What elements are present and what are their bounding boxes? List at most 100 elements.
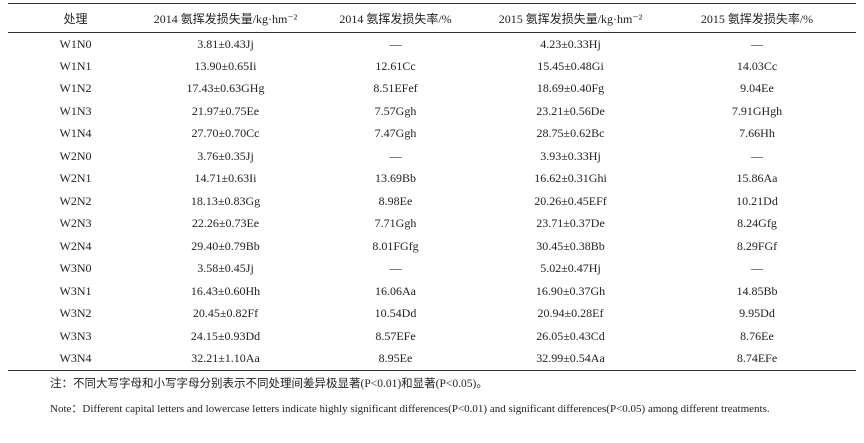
table-cell: W2N2 [59,193,92,208]
table-cell: 13.69Bb [374,171,416,186]
table-cell: 8.29FGf [736,238,778,253]
header-cell: 2014 氨挥发损失量/kg·hm⁻² [153,11,298,26]
table-cell: 8.24Gfg [737,216,777,231]
table-cell: 28.75±0.62Bc [536,126,605,141]
table-cell: W3N1 [59,283,92,298]
table-row: W3N0 3.58±0.45Jj — 5.02±0.47Hj — [8,258,856,281]
table-cell: 8.51EFef [373,81,418,96]
table-cell: 9.95Dd [739,306,775,321]
table-cell: W1N2 [59,81,92,96]
table-cell: 18.13±0.83Gg [190,193,261,208]
table-cell: W1N3 [59,103,92,118]
table-cell: 10.21Dd [736,193,778,208]
table-cell: 18.69±0.40Fg [536,81,605,96]
header-cell: 2015 氨挥发损失量/kg·hm⁻² [498,11,643,26]
table-cell: 15.45±0.48Gi [537,58,604,73]
table-cell: 3.93±0.33Hj [540,148,601,163]
table-cell: W2N3 [59,216,92,231]
table-cell: 15.86Aa [736,171,778,186]
table-cell: 7.47Ggh [374,126,417,141]
table-cell: 21.97±0.75Ee [191,103,260,118]
table-cell: 27.70±0.70Cc [191,126,260,141]
table-cell: 7.66Hh [739,126,775,141]
table-row: W2N2 18.13±0.83Gg 8.98Ee 20.26±0.45EFf 10.21… [8,190,856,213]
table-cell: W1N0 [59,36,92,51]
table-cell: W2N1 [59,171,92,186]
table-cell: 8.98Ee [378,193,413,208]
table-row: W2N0 3.76±0.35Jj — 3.93±0.33Hj — [8,145,856,168]
table-cell: 20.45±0.82Ff [192,306,259,321]
table-cell: 14.03Cc [736,58,778,73]
table-cell: W2N0 [59,148,92,163]
header-cell: 2015 氨挥发损失率/% [700,11,814,26]
table-cell: 14.85Bb [736,283,778,298]
table-row: W1N1 13.90±0.65Ii 12.61Cc 15.45±0.48Gi 14.03… [8,55,856,78]
table-cell: 22.26±0.73Ee [191,216,260,231]
table-cell: — [751,148,763,163]
table-row: W3N2 20.45±0.82Ff 10.54Dd 20.94±0.28Ef 9.95D… [8,303,856,326]
table-cell: 30.45±0.38Bb [536,238,605,253]
table-cell: 23.71±0.37De [536,216,605,231]
table-cell: 7.91GHgh [731,103,783,118]
table-cell: 5.02±0.47Hj [540,261,601,276]
table-cell: 3.58±0.45Jj [197,261,254,276]
table-cell: — [751,36,763,51]
table-cell: 32.21±1.10Aa [191,351,260,365]
table-row: W2N1 14.71±0.63Ii 13.69Bb 16.62±0.31Ghi 15.8… [8,168,856,191]
table-cell: — [389,261,402,276]
table-row: W1N3 21.97±0.75Ee 7.57Ggh 23.21±0.56De 7.91G… [8,100,856,123]
table-cell: 3.76±0.35Jj [197,148,254,163]
table-row: W1N0 3.81±0.43Jj — 4.23±0.33Hj — [8,33,856,56]
table-cell: 13.90±0.65Ii [194,58,257,73]
table-cell: 8.76Ee [740,328,774,343]
table-cell: W3N3 [59,328,92,343]
table-cell: 20.26±0.45EFf [534,193,607,208]
table-cell: W3N4 [59,351,92,365]
data-table: 处理 2014 氨挥发损失量/kg·hm⁻² 2014 氨挥发损失率/% 2015 氨… [8,3,856,371]
header-cell: 处理 [63,11,88,26]
table-cell: 8.01FGfg [372,238,419,253]
table-cell: 7.71Ggh [374,216,417,231]
table-row: W3N1 16.43±0.60Hh 16.06Aa 16.90±0.37Gh 14.85… [8,280,856,303]
table-cell: 8.74EFe [736,351,778,365]
header-row: 处理 2014 氨挥发损失量/kg·hm⁻² 2014 氨挥发损失率/% 2015 氨… [8,3,856,33]
table-row: W3N4 32.21±1.10Aa 8.95Ee 32.99±0.54Aa 8.74EF… [8,348,856,370]
note-cn: 注：不同大写字母和小写字母分别表示不同处理间差异极显著(P<0.01)和显著(P… [50,378,488,390]
table-cell: — [751,261,763,276]
table-cell: 24.15±0.93Dd [190,328,261,343]
table-cell: 8.57EFe [375,328,416,343]
table-cell: 26.05±0.43Cd [536,328,605,343]
table-cell: 16.62±0.31Ghi [534,171,607,186]
table-cell: 29.40±0.79Bb [191,238,260,253]
table-cell: 7.57Ggh [374,103,417,118]
table-cell: 14.71±0.63Ii [194,171,257,186]
table-row: W1N4 27.70±0.70Cc 7.47Ggh 28.75±0.62Bc 7.66H… [8,123,856,146]
table-cell: 17.43±0.63GHg [186,81,265,96]
table-cell: 9.04Ee [740,81,774,96]
table-row: W2N4 29.40±0.79Bb 8.01FGfg 30.45±0.38Bb 8.29… [8,235,856,258]
table-row: W1N2 17.43±0.63GHg 8.51EFef 18.69±0.40Fg 9.0… [8,78,856,101]
table-cell: 32.99±0.54Aa [536,351,605,365]
table-cell: 12.61Cc [375,58,416,73]
table-cell: 16.06Aa [375,283,416,298]
table-cell: 20.94±0.28Ef [537,306,604,321]
table-cell: W3N2 [59,306,92,321]
table-cell: — [389,148,402,163]
table-cell: 23.21±0.56De [536,103,605,118]
table-cell: 3.81±0.43Jj [197,36,254,51]
table-cell: 16.43±0.60Hh [190,283,261,298]
table-cell: 10.54Dd [374,306,417,321]
table-cell: W3N0 [59,261,92,276]
table-cell: W2N4 [59,238,92,253]
table-cell: — [389,36,402,51]
note-en: Note：Different capital letters and lower… [50,403,770,415]
table-row: W2N3 22.26±0.73Ee 7.71Ggh 23.71±0.37De 8.24G… [8,213,856,236]
table-cell: W1N4 [59,126,92,141]
header-cell: 2014 氨挥发损失率/% [339,11,452,26]
table-row: W3N3 24.15±0.93Dd 8.57EFe 26.05±0.43Cd 8.76E… [8,325,856,348]
table-cell: 8.95Ee [378,351,413,365]
table-cell: W1N1 [59,58,92,73]
table-cell: 16.90±0.37Gh [535,283,606,298]
table-cell: 4.23±0.33Hj [540,36,601,51]
